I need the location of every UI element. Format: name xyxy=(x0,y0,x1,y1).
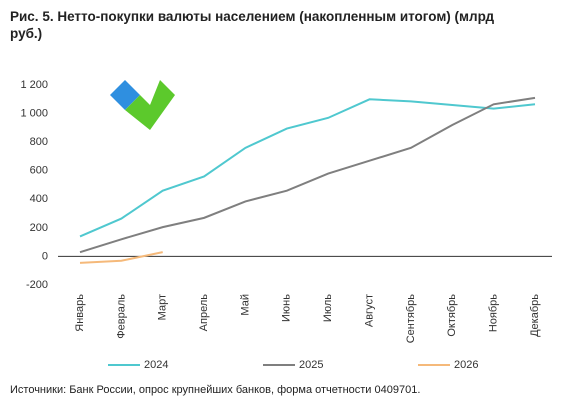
y-tick-label: 400 xyxy=(30,193,48,205)
legend-label: 2026 xyxy=(454,359,478,371)
y-tick-label: 1 200 xyxy=(20,79,48,91)
x-tick-label: Ноябрь xyxy=(488,294,500,332)
y-tick-label: 200 xyxy=(30,222,48,234)
x-tick-label: Март xyxy=(157,294,169,320)
legend-label: 2024 xyxy=(144,359,168,371)
y-tick-label: 600 xyxy=(30,165,48,177)
line-series xyxy=(79,98,536,238)
y-tick-label: 800 xyxy=(30,136,48,148)
source-note: Источники: Банк России, опрос крупнейших… xyxy=(10,384,421,396)
x-tick-label: Август xyxy=(363,294,375,327)
x-tick-label: Июнь xyxy=(281,294,293,322)
x-tick-label: Май xyxy=(239,294,251,316)
x-tick-label: Июль xyxy=(322,294,334,322)
y-tick-label: 1 000 xyxy=(20,107,48,119)
y-tick-label: 0 xyxy=(42,250,48,262)
x-tick-label: Февраль xyxy=(115,294,127,339)
logo-green xyxy=(125,80,175,130)
x-tick-label: Октябрь xyxy=(446,294,458,337)
legend-label: 2025 xyxy=(299,359,323,371)
line-series xyxy=(79,96,536,254)
chart-title: Рис. 5. Нетто-покупки валюты населением … xyxy=(10,9,495,41)
y-tick-label: -200 xyxy=(26,279,48,291)
line-series xyxy=(79,251,163,264)
x-tick-label: Сентябрь xyxy=(405,294,417,344)
x-tick-label: Декабрь xyxy=(529,294,541,337)
x-tick-label: Январь xyxy=(74,294,86,332)
x-tick-label: Апрель xyxy=(198,294,210,332)
